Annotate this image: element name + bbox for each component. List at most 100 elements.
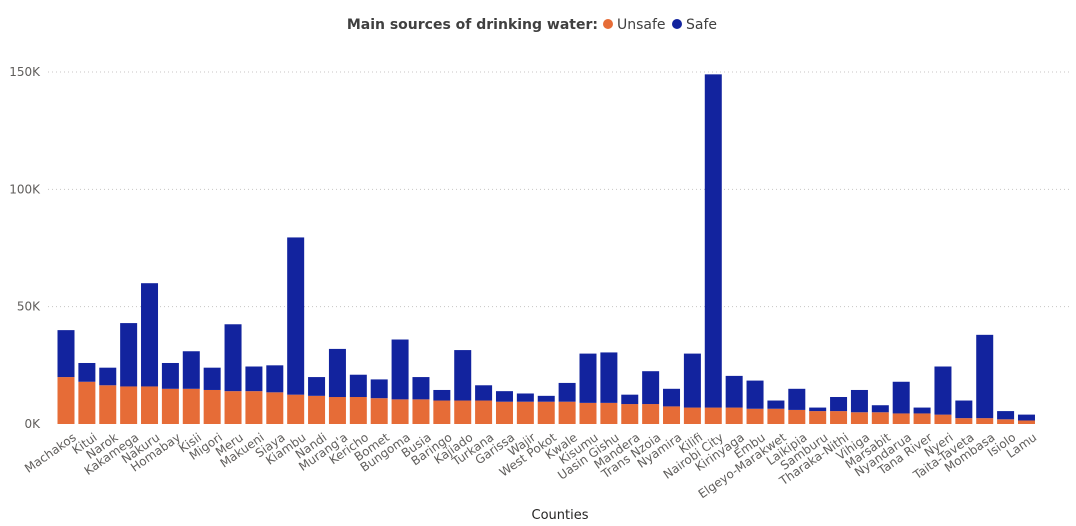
bar-group[interactable] [600, 352, 618, 424]
bar-unsafe[interactable] [203, 389, 221, 424]
bar-safe[interactable] [370, 379, 388, 399]
bar-safe[interactable] [224, 324, 242, 392]
bar-safe[interactable] [621, 394, 639, 405]
bar-group[interactable] [495, 391, 513, 424]
bar-unsafe[interactable] [579, 402, 597, 424]
bar-safe[interactable] [308, 377, 326, 396]
bar-group[interactable] [224, 324, 242, 424]
bar-group[interactable] [1017, 414, 1035, 424]
bar-group[interactable] [850, 389, 868, 424]
bar-unsafe[interactable] [850, 412, 868, 424]
bar-unsafe[interactable] [391, 399, 409, 424]
bar-unsafe[interactable] [99, 385, 117, 424]
bar-group[interactable] [537, 395, 555, 424]
bar-group[interactable] [266, 365, 284, 424]
bar-group[interactable] [57, 330, 75, 424]
bar-safe[interactable] [850, 389, 868, 413]
bar-unsafe[interactable] [78, 381, 96, 424]
bar-safe[interactable] [141, 283, 159, 387]
bar-group[interactable] [892, 381, 910, 424]
bar-safe[interactable] [913, 407, 931, 414]
bar-safe[interactable] [579, 353, 597, 403]
bar-safe[interactable] [161, 362, 179, 389]
bar-unsafe[interactable] [600, 402, 618, 424]
bar-unsafe[interactable] [976, 418, 994, 424]
bar-safe[interactable] [642, 371, 660, 405]
bar-unsafe[interactable] [537, 401, 555, 424]
bar-safe[interactable] [349, 374, 367, 398]
bar-safe[interactable] [892, 381, 910, 414]
bar-group[interactable] [809, 407, 827, 424]
bar-safe[interactable] [767, 400, 785, 409]
bar-unsafe[interactable] [120, 386, 138, 424]
bar-unsafe[interactable] [997, 419, 1015, 424]
bar-unsafe[interactable] [224, 391, 242, 424]
bar-safe[interactable] [809, 407, 827, 412]
bar-safe[interactable] [704, 74, 722, 408]
bar-unsafe[interactable] [663, 406, 681, 424]
bar-unsafe[interactable] [871, 412, 889, 424]
bar-group[interactable] [663, 388, 681, 424]
bar-group[interactable] [433, 389, 451, 424]
bar-group[interactable] [746, 380, 764, 424]
bar-group[interactable] [141, 283, 159, 424]
bar-safe[interactable] [266, 365, 284, 393]
bar-safe[interactable] [454, 350, 472, 401]
bar-unsafe[interactable] [683, 407, 701, 424]
bar-group[interactable] [871, 405, 889, 424]
bar-unsafe[interactable] [141, 386, 159, 424]
bar-safe[interactable] [788, 388, 806, 410]
legend-label-safe[interactable]: Safe [686, 17, 717, 33]
bar-unsafe[interactable] [308, 395, 326, 424]
bar-group[interactable] [516, 393, 534, 424]
bar-unsafe[interactable] [245, 391, 263, 424]
bar-unsafe[interactable] [161, 388, 179, 424]
bar-safe[interactable] [683, 353, 701, 408]
bar-group[interactable] [725, 375, 743, 424]
bar-unsafe[interactable] [725, 407, 743, 424]
bar-safe[interactable] [57, 330, 75, 378]
bar-unsafe[interactable] [1017, 420, 1035, 424]
bar-safe[interactable] [433, 389, 451, 401]
bar-group[interactable] [683, 353, 701, 424]
bar-unsafe[interactable] [788, 409, 806, 424]
bar-safe[interactable] [746, 380, 764, 409]
bar-unsafe[interactable] [892, 413, 910, 424]
bar-group[interactable] [976, 334, 994, 424]
bar-safe[interactable] [976, 334, 994, 419]
bar-safe[interactable] [203, 367, 221, 390]
bar-safe[interactable] [412, 377, 430, 400]
bar-unsafe[interactable] [809, 411, 827, 424]
bar-safe[interactable] [182, 351, 200, 389]
bar-safe[interactable] [475, 385, 493, 401]
bar-unsafe[interactable] [454, 400, 472, 424]
bar-unsafe[interactable] [328, 397, 346, 424]
bar-safe[interactable] [287, 237, 305, 395]
bar-safe[interactable] [245, 366, 263, 392]
bar-group[interactable] [99, 367, 117, 424]
bar-group[interactable] [120, 323, 138, 424]
bar-group[interactable] [203, 367, 221, 424]
bar-group[interactable] [349, 374, 367, 424]
bar-safe[interactable] [830, 397, 848, 412]
bar-unsafe[interactable] [370, 398, 388, 424]
bar-unsafe[interactable] [746, 408, 764, 424]
bar-unsafe[interactable] [934, 414, 952, 424]
bar-safe[interactable] [391, 339, 409, 400]
legend-label-unsafe[interactable]: Unsafe [617, 17, 666, 33]
bar-group[interactable] [245, 366, 263, 424]
bar-unsafe[interactable] [704, 407, 722, 424]
bar-group[interactable] [704, 74, 722, 424]
bar-group[interactable] [913, 407, 931, 424]
bar-unsafe[interactable] [558, 401, 576, 424]
bar-unsafe[interactable] [412, 399, 430, 424]
bar-group[interactable] [78, 362, 96, 424]
bar-group[interactable] [642, 371, 660, 424]
bar-unsafe[interactable] [287, 394, 305, 424]
bar-group[interactable] [328, 348, 346, 424]
bar-group[interactable] [579, 353, 597, 424]
bar-safe[interactable] [934, 366, 952, 415]
bar-group[interactable] [997, 411, 1015, 424]
bar-unsafe[interactable] [266, 392, 284, 424]
bar-safe[interactable] [600, 352, 618, 403]
